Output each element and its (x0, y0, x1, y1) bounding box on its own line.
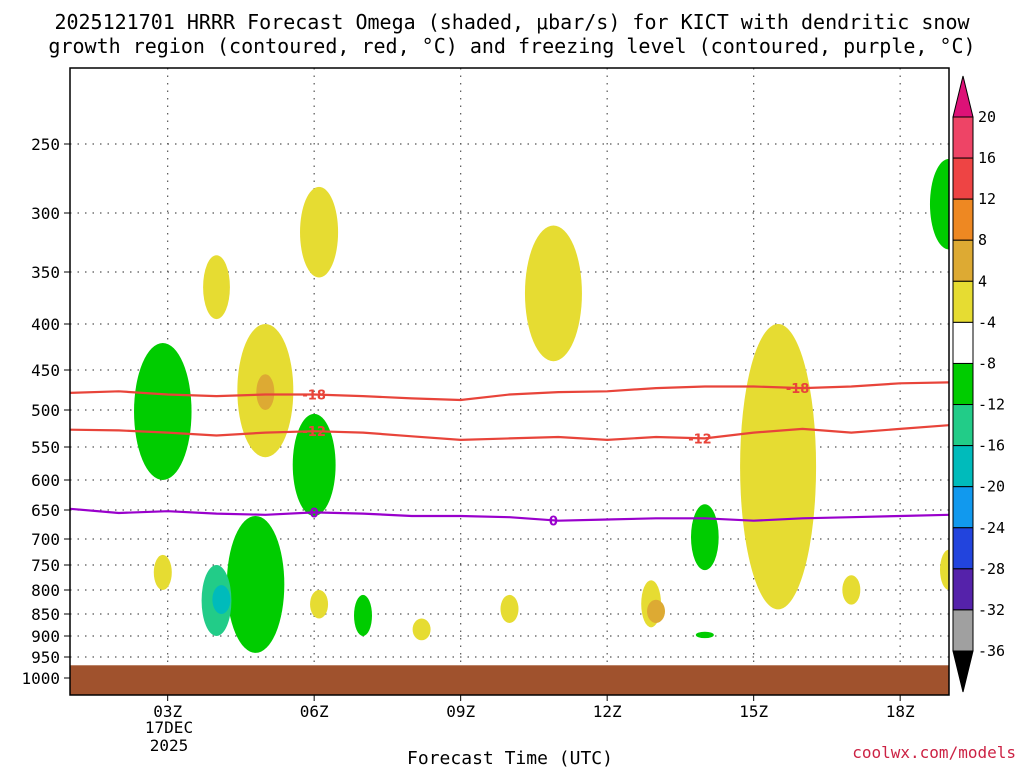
omega-shading (134, 158, 949, 653)
omega-region (212, 585, 231, 614)
credit-text: coolwx.com/models (852, 743, 1016, 762)
omega-region (153, 554, 172, 590)
colorbar-label: 20 (978, 108, 996, 126)
colorbar-swatch (952, 280, 974, 323)
colorbar-swatch (952, 321, 974, 364)
y-tick-label: 900 (31, 627, 60, 646)
colorbar-swatch (952, 239, 974, 282)
colorbar-label: -4 (978, 313, 996, 331)
x-tick-label: 15Z (739, 702, 768, 721)
x-tick-label: 18Z (886, 702, 915, 721)
omega-region (256, 374, 275, 410)
date-label-day: 17DEC (145, 718, 193, 737)
colorbar-swatch (952, 568, 974, 611)
contour-line (70, 381, 949, 402)
colorbar-label: -32 (978, 601, 1005, 619)
omega-region (310, 590, 329, 619)
colorbar-top-arrow (952, 75, 974, 118)
omega-region (929, 158, 949, 250)
omega-region (354, 594, 372, 637)
colorbar-label: 16 (978, 149, 996, 167)
temperature-contours: -18 -18 -12 -12 0 0 (70, 381, 949, 529)
omega-region (695, 631, 714, 639)
colorbar-label: -16 (978, 437, 1005, 455)
colorbar-label: -28 (978, 560, 1005, 578)
omega-region (300, 186, 339, 278)
x-axis-label: Forecast Time (UTC) (407, 748, 613, 768)
colorbar-swatch (952, 198, 974, 241)
x-tick-label: 06Z (300, 702, 329, 721)
contour-label: -12 (688, 432, 712, 447)
y-tick-label: 450 (31, 361, 60, 380)
y-tick-label: 800 (31, 581, 60, 600)
y-tick-label: 400 (31, 315, 60, 334)
y-tick-label: 1000 (21, 669, 60, 688)
colorbar-swatch (952, 157, 974, 200)
omega-region (940, 549, 949, 590)
x-tick-label: 09Z (446, 702, 475, 721)
omega-region (412, 618, 431, 641)
colorbar-label: 4 (978, 272, 987, 290)
x-axis: 03Z 06Z 09Z 12Z 15Z 18Z (153, 695, 915, 721)
colorbar-swatch (952, 362, 974, 406)
y-tick-label: 550 (31, 438, 60, 457)
x-tick-label: 03Z (153, 702, 182, 721)
contour-label: -12 (302, 425, 326, 440)
y-tick-label: 250 (31, 135, 60, 154)
y-tick-label: 850 (31, 605, 60, 624)
y-tick-label: 350 (31, 263, 60, 282)
x-tick-label: 12Z (593, 702, 622, 721)
colorbar-swatch (952, 527, 974, 570)
colorbar-label: -20 (978, 478, 1005, 496)
contour-line (70, 507, 949, 522)
y-tick-label: 650 (31, 501, 60, 520)
omega-region (226, 515, 285, 653)
y-tick-label: 300 (31, 204, 60, 223)
date-label-year: 2025 (150, 736, 189, 755)
omega-region (134, 343, 192, 480)
contour-label: 0 (310, 506, 319, 521)
colorbar-bottom-arrow (952, 650, 974, 693)
y-tick-label: 950 (31, 648, 60, 667)
colorbar-swatch (952, 445, 974, 488)
colorbar-label: -24 (978, 519, 1005, 537)
omega-region (292, 413, 336, 516)
chart-title-line2: growth region (contoured, red, °C) and f… (48, 34, 975, 58)
omega-region (647, 599, 665, 623)
colorbar-label: -8 (978, 354, 996, 372)
colorbar-swatch (952, 609, 974, 652)
y-axis: 250 300 350 400 450 500 550 600 650 700 750 800 850 9… (21, 135, 70, 688)
contour-label: -18 (786, 382, 810, 397)
colorbar-swatch (952, 404, 974, 447)
omega-region (500, 594, 519, 623)
contour-line (70, 424, 949, 442)
plot-area: -18 -18 -12 -12 0 0 (70, 68, 949, 695)
omega-region (690, 504, 719, 571)
omega-region (842, 575, 861, 605)
contour-label: 0 (549, 514, 558, 529)
chart-title-line1: 2025121701 HRRR Forecast Omega (shaded, … (54, 10, 970, 34)
colorbar-label: -36 (978, 642, 1005, 660)
ground-surface (70, 665, 949, 695)
colorbar-label: 12 (978, 190, 996, 208)
y-tick-label: 750 (31, 556, 60, 575)
omega-region (203, 255, 230, 320)
contour-label: -18 (302, 389, 326, 404)
omega-region (524, 225, 582, 362)
colorbar-swatch (952, 116, 974, 159)
y-tick-label: 600 (31, 471, 60, 490)
omega-region (740, 324, 817, 610)
colorbar-label: -12 (978, 396, 1005, 414)
colorbar-swatch (952, 486, 974, 529)
y-tick-label: 700 (31, 530, 60, 549)
colorbar-label: 8 (978, 231, 987, 249)
plot-frame (69, 67, 950, 696)
y-tick-label: 500 (31, 401, 60, 420)
colorbar: 20 16 12 8 4 -4 -8 -12 -16 -20 -24 -28 -32 -36 (952, 75, 1005, 693)
